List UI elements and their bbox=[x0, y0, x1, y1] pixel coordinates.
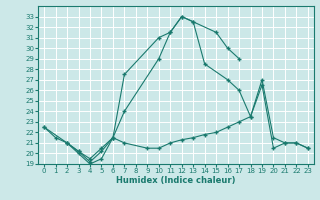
X-axis label: Humidex (Indice chaleur): Humidex (Indice chaleur) bbox=[116, 176, 236, 185]
